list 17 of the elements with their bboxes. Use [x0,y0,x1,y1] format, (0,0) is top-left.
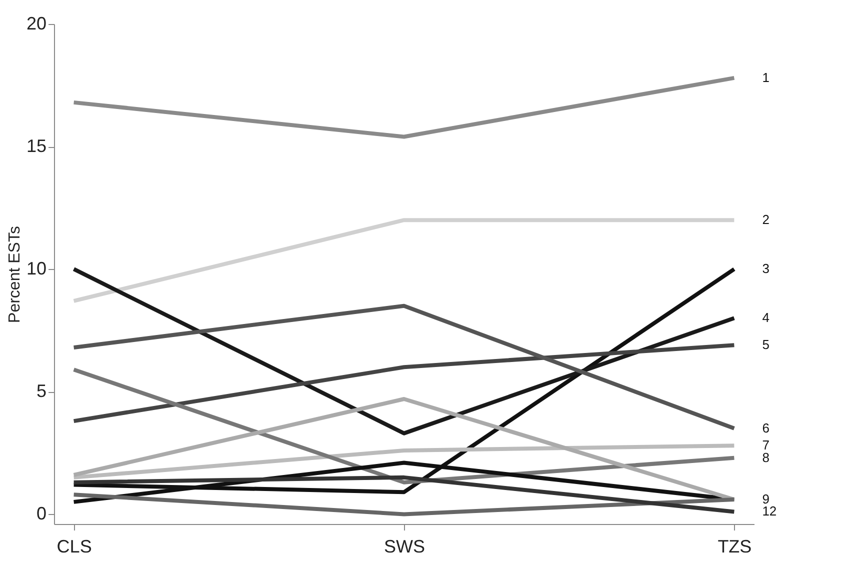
x-tick-label: SWS [384,536,426,556]
y-axis-title: Percent ESTs [6,226,24,323]
x-tick-label: TZS [718,536,752,556]
y-tick-label: 15 [26,136,46,156]
text: 5 [762,337,770,352]
text: 2 [762,212,770,228]
y-tick-label: 10 [26,258,46,279]
text: 4 [762,310,770,326]
y-tick-label: 0 [36,504,46,524]
y-tick-label: 5 [36,381,46,402]
text: 6 [762,420,770,436]
text: 12 [762,504,777,519]
text: 9 [762,491,770,506]
text: 1 [762,70,770,85]
text: 3 [762,261,770,276]
x-tick-label: CLS [56,536,92,556]
y-tick-label: 20 [26,14,46,34]
